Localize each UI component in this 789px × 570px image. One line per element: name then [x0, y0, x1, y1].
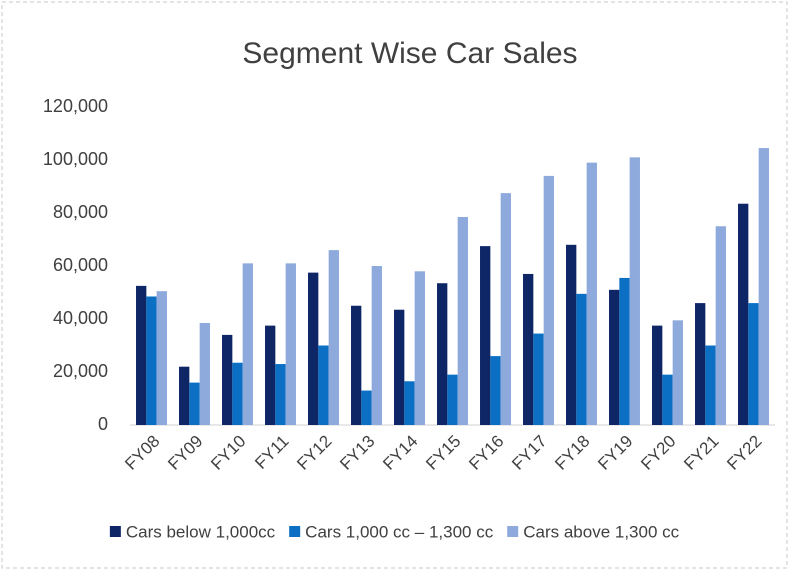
bar	[738, 203, 749, 425]
legend-label: Cars below 1,000cc	[126, 522, 276, 541]
bar	[156, 291, 167, 425]
bar	[758, 148, 769, 425]
y-tick-label: 20,000	[53, 361, 108, 381]
bar	[232, 362, 243, 425]
bar	[447, 374, 458, 425]
bar	[222, 334, 233, 425]
bar	[437, 283, 448, 425]
bar	[543, 175, 554, 425]
y-tick-label: 100,000	[43, 149, 108, 169]
chart-title: Segment Wise Car Sales	[242, 37, 577, 70]
bar	[318, 345, 329, 425]
bar	[308, 272, 319, 425]
bar	[404, 381, 415, 425]
y-tick-label: 80,000	[53, 202, 108, 222]
y-tick-label: 60,000	[53, 255, 108, 275]
bar	[490, 356, 501, 425]
bar	[414, 271, 425, 425]
legend-label: Cars above 1,300 cc	[523, 522, 679, 541]
bar	[695, 303, 706, 425]
bar	[523, 273, 534, 425]
bar	[189, 382, 200, 425]
legend-label: Cars 1,000 cc – 1,300 cc	[305, 522, 494, 541]
bar	[619, 277, 630, 425]
bar	[748, 303, 759, 425]
y-tick-label: 40,000	[53, 308, 108, 328]
legend-swatch	[109, 526, 121, 537]
bar	[629, 157, 640, 425]
bar	[715, 226, 726, 425]
bar	[652, 325, 663, 425]
y-tick-label: 0	[98, 414, 108, 434]
bar	[136, 285, 147, 425]
bar	[146, 296, 157, 425]
bar	[705, 345, 716, 425]
bar	[199, 322, 210, 425]
bar	[609, 289, 620, 425]
bar	[480, 246, 491, 425]
y-tick-label: 120,000	[43, 96, 108, 116]
bar	[242, 263, 253, 425]
bar	[500, 193, 511, 425]
legend-swatch	[289, 526, 301, 537]
bar	[285, 263, 296, 425]
bar	[361, 390, 372, 425]
bar	[586, 162, 597, 425]
bar	[576, 293, 587, 425]
bar	[275, 364, 286, 425]
legend: Cars below 1,000cc Cars 1,000 cc – 1,300 …	[109, 522, 680, 541]
bar	[265, 325, 276, 425]
legend-swatch	[507, 526, 519, 537]
bar	[394, 309, 405, 425]
bar	[328, 250, 339, 425]
bar	[351, 305, 362, 425]
bar	[371, 266, 382, 425]
bar	[672, 320, 683, 425]
bar	[533, 333, 544, 425]
bar	[179, 366, 190, 425]
bar	[457, 216, 468, 425]
bar	[566, 244, 577, 425]
bar	[662, 374, 673, 425]
